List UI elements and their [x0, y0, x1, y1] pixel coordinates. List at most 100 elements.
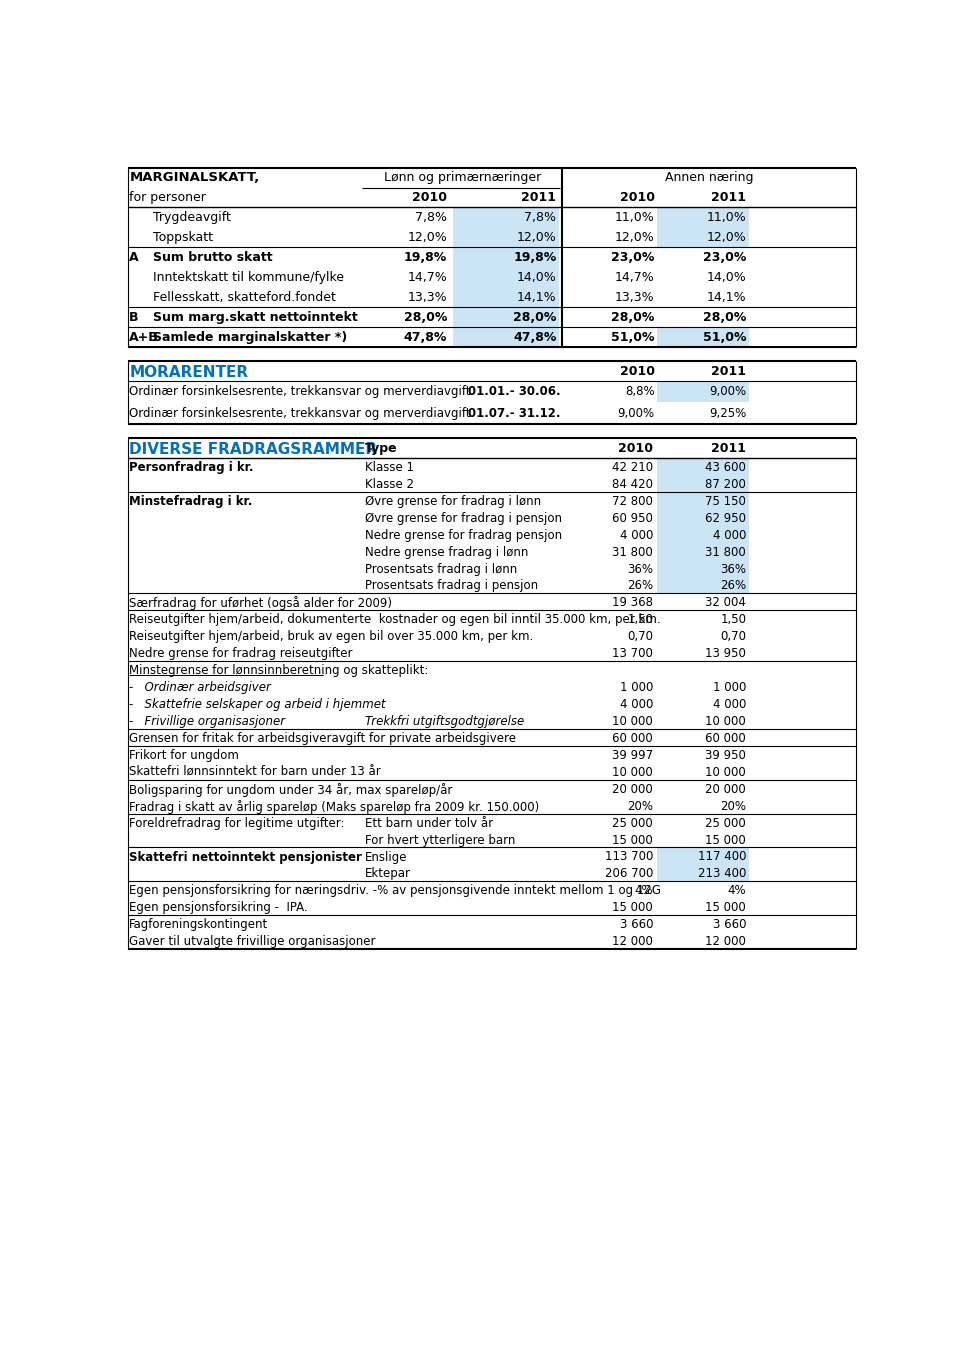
Text: Ordinær forsinkelsesrente, trekkansvar og merverdiavgift: Ordinær forsinkelsesrente, trekkansvar o…	[130, 385, 470, 399]
Text: 213 400: 213 400	[698, 867, 746, 881]
Bar	[657, 508, 749, 526]
Text: Fellesskatt, skatteford.fondet: Fellesskatt, skatteford.fondet	[153, 290, 335, 304]
Bar	[453, 227, 559, 247]
Text: 11,0%: 11,0%	[615, 211, 655, 224]
Text: 2011: 2011	[711, 365, 746, 378]
Text: 2011: 2011	[521, 192, 557, 204]
Text: 36%: 36%	[720, 562, 746, 576]
Text: 2010: 2010	[620, 192, 655, 204]
Bar	[657, 847, 749, 865]
Bar	[453, 207, 559, 227]
Text: 75 150: 75 150	[706, 494, 746, 508]
Text: 2011: 2011	[711, 192, 746, 204]
Text: 20%: 20%	[720, 800, 746, 813]
Text: 9,00%: 9,00%	[709, 385, 746, 399]
Text: 1 000: 1 000	[713, 681, 746, 694]
Text: 10 000: 10 000	[612, 766, 653, 778]
Text: 47,8%: 47,8%	[403, 331, 447, 343]
Bar	[453, 307, 559, 327]
Text: 14,7%: 14,7%	[407, 270, 447, 284]
Text: 60 000: 60 000	[706, 732, 746, 744]
Text: 2010: 2010	[412, 192, 447, 204]
Text: For hvert ytterligere barn: For hvert ytterligere barn	[365, 834, 516, 847]
Text: Foreldrefradrag for legitime utgifter:: Foreldrefradrag for legitime utgifter:	[130, 816, 345, 830]
Bar	[657, 458, 749, 474]
Text: Egen pensjonsforsikring -  IPA.: Egen pensjonsforsikring - IPA.	[130, 901, 308, 915]
Text: 13 950: 13 950	[706, 647, 746, 661]
Text: MORARENTER: MORARENTER	[130, 365, 249, 380]
Text: 11,0%: 11,0%	[707, 211, 746, 224]
Text: Minstegrense for lønnsinnberetning og skatteplikt:: Minstegrense for lønnsinnberetning og sk…	[130, 665, 429, 677]
Text: 15 000: 15 000	[706, 834, 746, 847]
Text: 28,0%: 28,0%	[403, 311, 447, 324]
Text: 4%: 4%	[635, 885, 653, 897]
Text: Trygdeavgift: Trygdeavgift	[153, 211, 230, 224]
Text: Toppskatt: Toppskatt	[153, 231, 212, 243]
Text: 12,0%: 12,0%	[615, 231, 655, 243]
Text: 39 997: 39 997	[612, 748, 653, 762]
Text: Trekkfri utgiftsgodtgjørelse: Trekkfri utgiftsgodtgjørelse	[365, 715, 524, 728]
Text: 62 950: 62 950	[706, 512, 746, 524]
Text: 8,8%: 8,8%	[625, 385, 655, 399]
Text: 206 700: 206 700	[605, 867, 653, 881]
Text: 3 660: 3 660	[712, 919, 746, 931]
Text: Reiseutgifter hjem/arbeid, bruk av egen bil over 35.000 km, per km.: Reiseutgifter hjem/arbeid, bruk av egen …	[130, 631, 534, 643]
Text: 72 800: 72 800	[612, 494, 653, 508]
Text: 31 800: 31 800	[706, 546, 746, 558]
Text: Reiseutgifter hjem/arbeid, dokumenterte  kostnader og egen bil inntil 35.000 km,: Reiseutgifter hjem/arbeid, dokumenterte …	[130, 613, 660, 627]
Text: 20 000: 20 000	[612, 782, 653, 796]
Text: -   Frivillige organisasjoner: - Frivillige organisasjoner	[130, 715, 285, 728]
Text: Skattefri lønnsinntekt for barn under 13 år: Skattefri lønnsinntekt for barn under 13…	[130, 766, 381, 778]
Text: DIVERSE FRADRAGSRAMMER: DIVERSE FRADRAGSRAMMER	[130, 442, 377, 457]
Text: Ett barn under tolv år: Ett barn under tolv år	[365, 816, 493, 830]
Text: Særfradrag for uførhet (også alder for 2009): Særfradrag for uførhet (også alder for 2…	[130, 596, 393, 611]
Text: 117 400: 117 400	[698, 851, 746, 863]
Text: 28,0%: 28,0%	[703, 311, 746, 324]
Text: 12 000: 12 000	[612, 935, 653, 948]
Text: 7,8%: 7,8%	[524, 211, 557, 224]
Text: 14,0%: 14,0%	[707, 270, 746, 284]
Text: 10 000: 10 000	[706, 715, 746, 728]
Text: Boligsparing for ungdom under 34 år, max spareløp/år: Boligsparing for ungdom under 34 år, max…	[130, 782, 453, 797]
Text: 1,50: 1,50	[720, 613, 746, 627]
Text: 4%: 4%	[728, 885, 746, 897]
Text: Klasse 1: Klasse 1	[365, 461, 414, 474]
Bar	[657, 327, 749, 347]
Text: Type: Type	[365, 442, 397, 455]
Text: 14,1%: 14,1%	[707, 290, 746, 304]
Text: -   Ordinær arbeidsgiver: - Ordinær arbeidsgiver	[130, 681, 271, 694]
Bar	[128, 169, 856, 188]
Text: 25 000: 25 000	[612, 816, 653, 830]
Text: 84 420: 84 420	[612, 478, 653, 490]
Text: Enslige: Enslige	[365, 851, 407, 863]
Text: Ektepar: Ektepar	[365, 867, 411, 881]
Text: 01.01.- 30.06.: 01.01.- 30.06.	[468, 385, 561, 399]
Text: 4 000: 4 000	[620, 528, 653, 542]
Text: Inntektskatt til kommune/fylke: Inntektskatt til kommune/fylke	[153, 270, 344, 284]
Text: 14,7%: 14,7%	[615, 270, 655, 284]
Text: 0,70: 0,70	[627, 631, 653, 643]
Bar	[453, 327, 559, 347]
Text: 01.07.- 31.12.: 01.07.- 31.12.	[468, 407, 561, 420]
Text: Skattefri nettoinntekt pensjonister: Skattefri nettoinntekt pensjonister	[130, 851, 362, 863]
Bar	[453, 247, 559, 267]
Text: 14,0%: 14,0%	[516, 270, 557, 284]
Bar	[657, 474, 749, 492]
Text: Sum marg.skatt nettoinntekt: Sum marg.skatt nettoinntekt	[153, 311, 357, 324]
Text: A: A	[130, 251, 139, 263]
Text: 2011: 2011	[711, 442, 746, 455]
Text: 15 000: 15 000	[612, 834, 653, 847]
Bar	[453, 286, 559, 307]
Text: 19 368: 19 368	[612, 596, 653, 609]
Text: Samlede marginalskatter *): Samlede marginalskatter *)	[153, 331, 347, 343]
Text: 13,3%: 13,3%	[407, 290, 447, 304]
Text: Lønn og primærnæringer: Lønn og primærnæringer	[384, 172, 541, 184]
Text: 19,8%: 19,8%	[513, 251, 557, 263]
Text: 10 000: 10 000	[612, 715, 653, 728]
Text: A+B: A+B	[130, 331, 159, 343]
Bar	[657, 207, 749, 227]
Text: 9,25%: 9,25%	[708, 407, 746, 420]
Text: 7,8%: 7,8%	[415, 211, 447, 224]
Text: 60 950: 60 950	[612, 512, 653, 524]
Text: 39 950: 39 950	[706, 748, 746, 762]
